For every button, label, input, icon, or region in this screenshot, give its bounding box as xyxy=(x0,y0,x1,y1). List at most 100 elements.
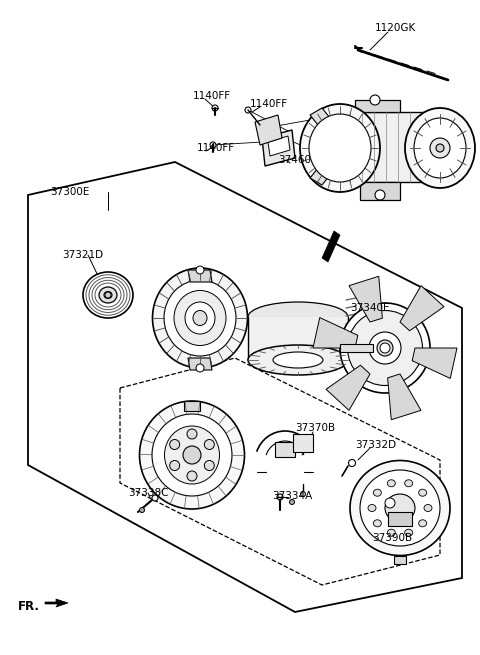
Polygon shape xyxy=(310,168,330,185)
Circle shape xyxy=(187,429,197,439)
Circle shape xyxy=(430,138,450,158)
Polygon shape xyxy=(45,599,68,607)
Polygon shape xyxy=(120,358,440,585)
Text: 1140FF: 1140FF xyxy=(197,143,235,153)
Polygon shape xyxy=(184,401,200,411)
Ellipse shape xyxy=(377,340,393,356)
Circle shape xyxy=(375,190,385,200)
Polygon shape xyxy=(360,182,400,200)
Ellipse shape xyxy=(405,529,413,536)
Circle shape xyxy=(436,144,444,152)
Polygon shape xyxy=(394,556,406,564)
Circle shape xyxy=(277,494,283,500)
Ellipse shape xyxy=(387,529,396,536)
Polygon shape xyxy=(340,344,373,352)
Polygon shape xyxy=(355,100,400,112)
Ellipse shape xyxy=(174,291,226,345)
Ellipse shape xyxy=(350,460,450,555)
Circle shape xyxy=(196,266,204,274)
Text: 37334A: 37334A xyxy=(272,491,312,501)
Polygon shape xyxy=(313,318,358,348)
Ellipse shape xyxy=(104,291,112,299)
Circle shape xyxy=(212,105,218,111)
Ellipse shape xyxy=(419,489,427,496)
Ellipse shape xyxy=(309,114,371,182)
Circle shape xyxy=(169,440,180,449)
Text: 1140FF: 1140FF xyxy=(250,99,288,109)
Circle shape xyxy=(152,495,158,501)
Ellipse shape xyxy=(419,520,427,527)
Ellipse shape xyxy=(164,280,236,356)
Circle shape xyxy=(348,460,356,466)
Ellipse shape xyxy=(185,302,215,334)
Ellipse shape xyxy=(373,520,381,527)
Ellipse shape xyxy=(368,504,376,512)
Polygon shape xyxy=(340,112,440,182)
Polygon shape xyxy=(262,130,295,166)
Text: 37338C: 37338C xyxy=(128,488,168,498)
Text: 37340E: 37340E xyxy=(350,303,389,313)
Ellipse shape xyxy=(248,345,348,375)
Text: 1140FF: 1140FF xyxy=(193,91,231,101)
Ellipse shape xyxy=(360,470,440,546)
Polygon shape xyxy=(310,108,330,125)
Circle shape xyxy=(380,343,390,353)
Circle shape xyxy=(140,508,144,512)
Circle shape xyxy=(204,440,215,449)
Polygon shape xyxy=(188,358,212,370)
Text: 37390B: 37390B xyxy=(372,533,412,543)
Ellipse shape xyxy=(183,446,201,464)
Circle shape xyxy=(187,471,197,481)
Circle shape xyxy=(105,292,111,298)
Ellipse shape xyxy=(140,401,244,509)
Polygon shape xyxy=(268,136,290,156)
Polygon shape xyxy=(255,115,282,145)
Circle shape xyxy=(196,364,204,372)
Circle shape xyxy=(204,460,215,470)
Text: FR.: FR. xyxy=(18,599,40,612)
Circle shape xyxy=(210,142,216,148)
Text: 37300E: 37300E xyxy=(50,187,89,197)
Ellipse shape xyxy=(369,332,401,364)
Text: 37321D: 37321D xyxy=(62,250,103,260)
Ellipse shape xyxy=(153,268,248,368)
Text: 1120GK: 1120GK xyxy=(375,23,416,33)
Ellipse shape xyxy=(348,310,422,386)
Polygon shape xyxy=(188,270,212,282)
Ellipse shape xyxy=(387,479,396,487)
Ellipse shape xyxy=(373,489,381,496)
Ellipse shape xyxy=(248,302,348,332)
Polygon shape xyxy=(275,442,295,457)
Text: 37460: 37460 xyxy=(278,155,311,165)
Circle shape xyxy=(169,460,180,470)
Polygon shape xyxy=(400,286,444,331)
Ellipse shape xyxy=(152,414,232,496)
Circle shape xyxy=(289,500,295,504)
Circle shape xyxy=(385,498,395,508)
Ellipse shape xyxy=(273,352,323,368)
Circle shape xyxy=(370,95,380,105)
Ellipse shape xyxy=(424,504,432,512)
Circle shape xyxy=(300,491,305,496)
Circle shape xyxy=(245,107,251,113)
Polygon shape xyxy=(322,231,340,262)
Polygon shape xyxy=(412,348,457,379)
Ellipse shape xyxy=(405,479,413,487)
Ellipse shape xyxy=(99,287,117,303)
Polygon shape xyxy=(349,276,383,322)
Text: 37332D: 37332D xyxy=(355,440,396,450)
Polygon shape xyxy=(293,434,313,452)
Polygon shape xyxy=(248,317,348,360)
Ellipse shape xyxy=(405,108,475,188)
Polygon shape xyxy=(388,374,421,420)
Ellipse shape xyxy=(193,310,207,326)
Ellipse shape xyxy=(340,303,430,393)
Ellipse shape xyxy=(414,118,466,178)
Polygon shape xyxy=(28,162,462,612)
Ellipse shape xyxy=(385,494,415,522)
Ellipse shape xyxy=(300,104,380,192)
Polygon shape xyxy=(326,365,370,410)
Polygon shape xyxy=(388,512,412,526)
Ellipse shape xyxy=(83,272,133,318)
Ellipse shape xyxy=(165,426,219,484)
